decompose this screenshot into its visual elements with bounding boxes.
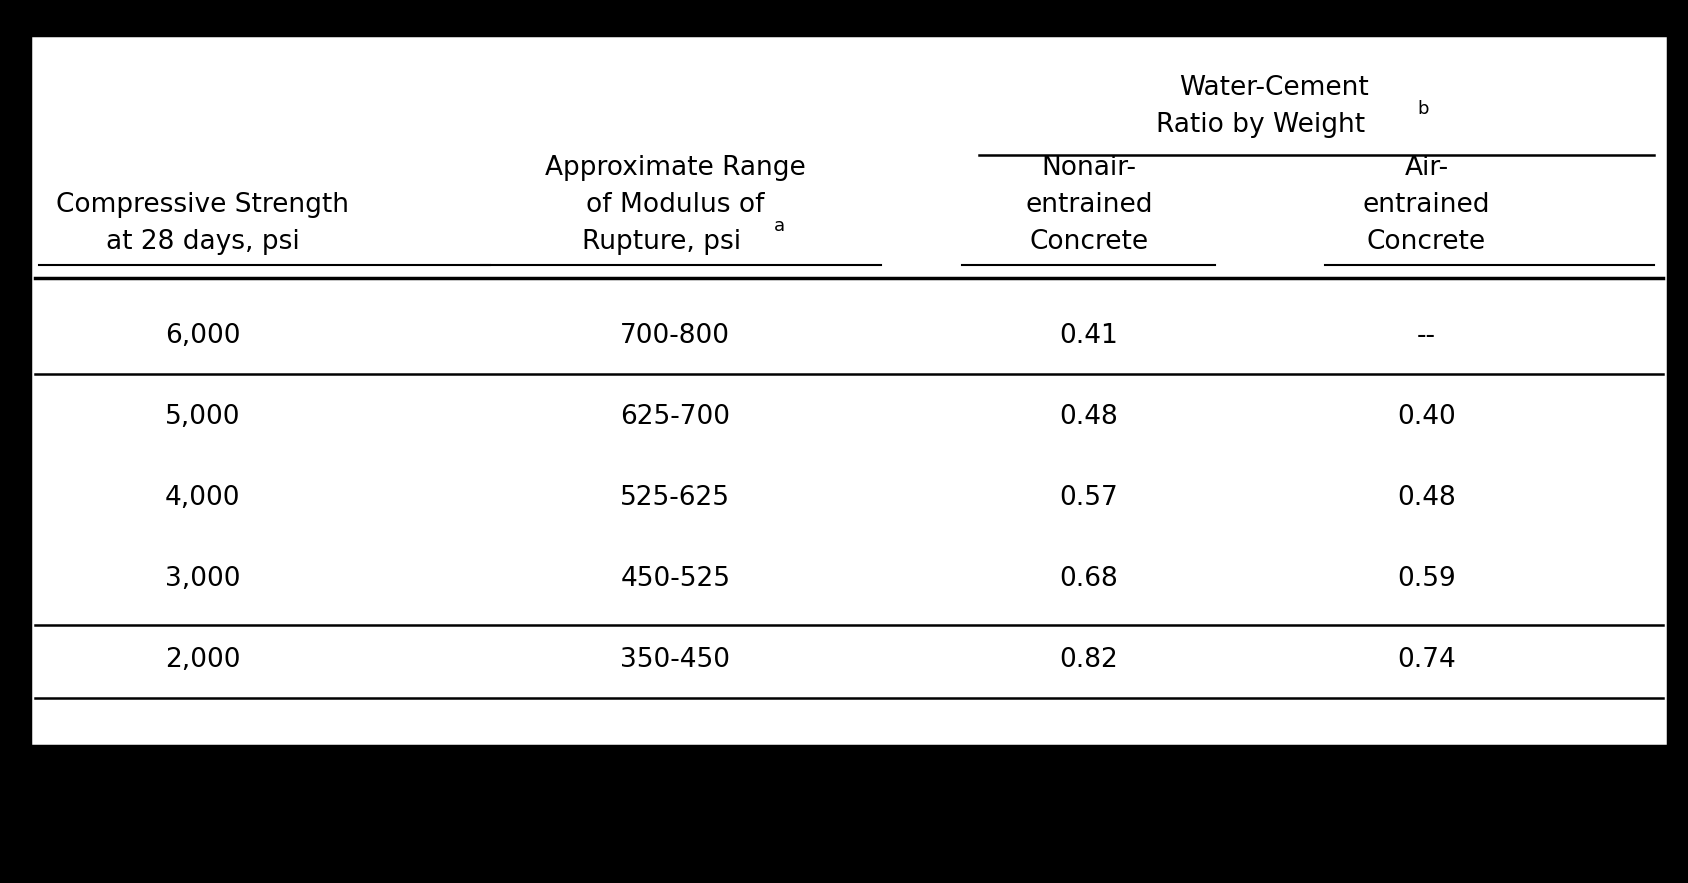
Text: of Modulus of: of Modulus of [586,192,765,218]
FancyBboxPatch shape [30,35,1668,746]
Text: 625-700: 625-700 [619,404,731,430]
Text: 0.41: 0.41 [1060,322,1117,349]
Text: Nonair-: Nonair- [1041,155,1136,181]
Text: entrained: entrained [1025,192,1153,218]
Text: Concrete: Concrete [1030,229,1148,255]
Text: 2,000: 2,000 [165,647,240,674]
Text: 350-450: 350-450 [619,647,731,674]
Text: Rupture, psi: Rupture, psi [582,229,741,255]
Text: 0.82: 0.82 [1060,647,1117,674]
Text: 4,000: 4,000 [165,485,240,511]
Text: b: b [1418,101,1428,118]
Text: Air-: Air- [1404,155,1448,181]
Text: Concrete: Concrete [1367,229,1485,255]
Text: 0.68: 0.68 [1060,566,1117,592]
Text: 525-625: 525-625 [619,485,731,511]
Text: 0.57: 0.57 [1060,485,1117,511]
Text: 0.40: 0.40 [1398,404,1455,430]
Text: at 28 days, psi: at 28 days, psi [106,229,299,255]
Text: a: a [775,217,785,235]
Text: entrained: entrained [1362,192,1491,218]
Text: Ratio by Weight: Ratio by Weight [1156,112,1366,139]
Text: Compressive Strength: Compressive Strength [56,192,349,218]
Text: 700-800: 700-800 [619,322,731,349]
Text: 0.59: 0.59 [1398,566,1455,592]
Text: 5,000: 5,000 [165,404,240,430]
Text: Water-Cement: Water-Cement [1180,75,1369,102]
Text: 6,000: 6,000 [165,322,240,349]
Text: 0.48: 0.48 [1060,404,1117,430]
Text: 3,000: 3,000 [165,566,240,592]
Text: Approximate Range: Approximate Range [545,155,805,181]
Text: 0.48: 0.48 [1398,485,1455,511]
Text: --: -- [1416,322,1436,349]
Text: 450-525: 450-525 [619,566,731,592]
Text: 0.74: 0.74 [1398,647,1455,674]
